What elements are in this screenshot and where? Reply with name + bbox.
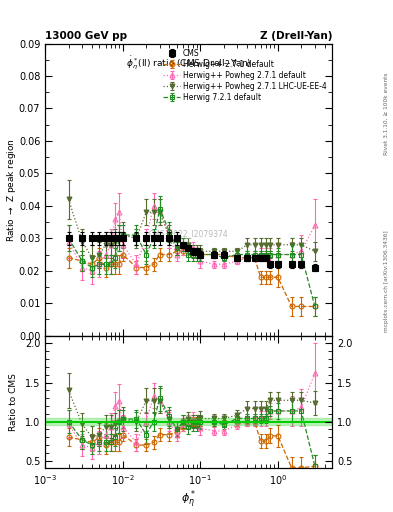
Text: $\dot{\phi}^*_\eta$(ll) ratio (CMS Drell--Yan): $\dot{\phi}^*_\eta$(ll) ratio (CMS Drell… (126, 55, 252, 72)
X-axis label: $\phi^*_\eta$: $\phi^*_\eta$ (181, 488, 196, 511)
Text: Z (Drell-Yan): Z (Drell-Yan) (260, 31, 332, 41)
Text: CMS_2022_I2079374: CMS_2022_I2079374 (149, 229, 228, 238)
Text: mcplots.cern.ch [arXiv:1306.3436]: mcplots.cern.ch [arXiv:1306.3436] (384, 231, 389, 332)
Bar (45, 418, 332, 425)
Text: 13000 GeV pp: 13000 GeV pp (45, 31, 127, 41)
Text: Rivet 3.1.10, ≥ 100k events: Rivet 3.1.10, ≥ 100k events (384, 72, 389, 155)
Y-axis label: Ratio $\to$ Z peak region: Ratio $\to$ Z peak region (5, 138, 18, 242)
Legend: CMS, Herwig++ 2.7.1 default, Herwig++ Powheg 2.7.1 default, Herwig++ Powheg 2.7.: CMS, Herwig++ 2.7.1 default, Herwig++ Po… (161, 47, 329, 104)
Y-axis label: Ratio to CMS: Ratio to CMS (9, 373, 18, 431)
